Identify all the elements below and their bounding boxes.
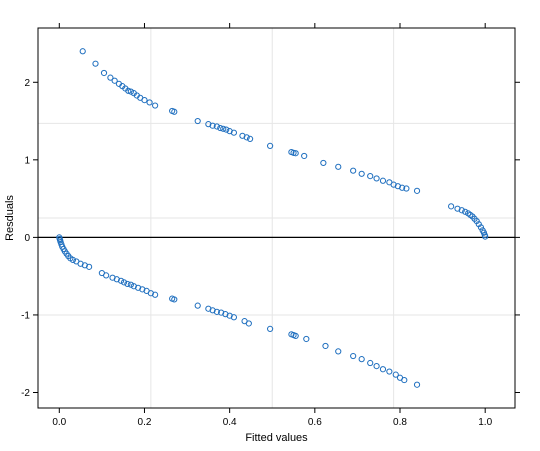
data-point-s0-1	[92, 60, 99, 67]
data-point-s0-23	[220, 125, 227, 132]
data-point-s1-55	[392, 371, 399, 378]
data-point-s1-52	[373, 363, 380, 370]
data-point-s2-3	[462, 208, 469, 215]
data-point-s0-45	[399, 184, 406, 191]
data-point-s2-14	[482, 233, 489, 240]
data-point-s0-28	[243, 134, 250, 141]
data-point-s0-46	[403, 185, 410, 192]
data-point-s0-39	[367, 173, 374, 180]
data-point-s1-22	[124, 280, 131, 288]
data-point-s0-20	[209, 122, 216, 129]
data-point-s2-2	[458, 207, 465, 214]
data-point-s1-53	[379, 366, 387, 373]
y-tick-label-3: 1	[24, 155, 30, 166]
data-point-s0-41	[379, 177, 387, 184]
data-point-s1-42	[267, 325, 274, 332]
data-point-s1-17	[103, 272, 110, 279]
data-point-s1-51	[367, 359, 374, 367]
data-point-s1-54	[386, 368, 393, 375]
data-point-s1-58	[413, 381, 421, 388]
data-point-s0-26	[230, 129, 238, 136]
data-point-s0-21	[213, 123, 220, 130]
x-tick-label-1: 0.2	[138, 417, 152, 428]
data-point-s1-23	[127, 281, 134, 288]
data-point-s0-24	[223, 126, 230, 133]
data-point-s0-4	[111, 77, 118, 84]
x-tick-label-0: 0.0	[52, 417, 66, 428]
data-point-s1-29	[152, 291, 159, 298]
data-point-s2-0	[448, 203, 455, 210]
data-point-s0-14	[146, 99, 153, 106]
data-point-s0-17	[171, 108, 178, 115]
data-point-s0-18	[194, 117, 201, 125]
data-point-s0-40	[373, 175, 380, 182]
data-point-s1-57	[401, 376, 408, 384]
x-axis: 0.0 0.2 0.4 0.6 0.8 1.0	[52, 23, 493, 428]
data-point-s0-22	[217, 124, 224, 132]
data-points	[56, 48, 489, 388]
x-tick-label-3: 0.6	[308, 417, 322, 428]
data-point-s1-41	[245, 320, 252, 327]
data-point-s0-8	[125, 87, 132, 94]
data-point-s0-15	[152, 102, 159, 109]
data-point-s1-31	[171, 296, 178, 303]
y-tick-label-2: 0	[24, 233, 30, 244]
data-point-s0-37	[350, 167, 357, 174]
data-point-s0-3	[107, 74, 114, 81]
data-point-s0-0	[79, 48, 86, 55]
data-point-s1-21	[120, 279, 128, 286]
x-tick-label-2: 0.4	[223, 417, 237, 428]
data-point-s1-50	[358, 356, 365, 363]
data-point-s1-47	[322, 342, 329, 350]
y-axis: -2 -1 0 1 2	[21, 78, 520, 399]
y-axis-label: Resduals	[4, 195, 16, 241]
data-point-s0-47	[413, 187, 421, 194]
data-point-s1-32	[194, 302, 201, 309]
data-point-s0-38	[358, 170, 365, 177]
data-point-s1-48	[335, 348, 342, 355]
data-point-s0-9	[127, 88, 134, 95]
data-point-s0-30	[267, 142, 274, 149]
data-point-s1-15	[86, 263, 93, 270]
data-point-s1-20	[117, 277, 125, 284]
data-point-s1-45	[292, 332, 299, 339]
data-point-s1-39	[230, 314, 238, 321]
y-tick-label-0: -2	[21, 388, 30, 399]
grid-lines	[38, 28, 515, 408]
data-point-s0-33	[292, 150, 299, 157]
data-point-s0-34	[301, 152, 308, 160]
y-tick-label-4: 2	[24, 78, 30, 89]
data-point-s0-35	[320, 159, 327, 167]
data-point-s1-11	[69, 256, 77, 263]
data-point-s0-13	[141, 97, 148, 104]
plot-frame	[37, 27, 516, 409]
data-point-s0-36	[335, 163, 342, 170]
x-tick-label-4: 0.8	[393, 417, 407, 428]
data-point-s1-35	[213, 308, 220, 315]
x-tick-label-5: 1.0	[478, 417, 492, 428]
data-point-s1-49	[350, 352, 357, 360]
y-tick-label-1: -1	[21, 310, 30, 321]
data-point-s0-2	[100, 69, 108, 77]
x-axis-label: Fitted values	[245, 432, 308, 444]
data-point-s1-46	[303, 335, 310, 343]
data-point-s2-10	[477, 224, 485, 231]
data-point-s0-29	[246, 135, 254, 142]
